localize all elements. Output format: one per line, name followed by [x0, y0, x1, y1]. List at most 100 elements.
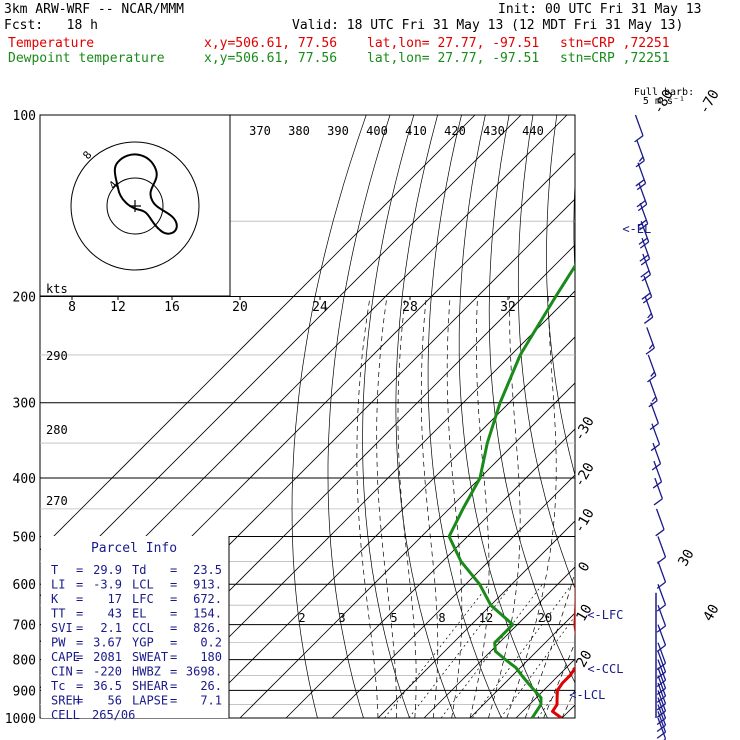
- parcel-value: 3698.: [186, 665, 222, 679]
- parcel-value: 23.5: [193, 563, 222, 577]
- wind-barb-flag: [639, 254, 649, 262]
- parcel-eq: =: [170, 592, 177, 606]
- forecast-hour: Fcst: 18 h: [4, 18, 98, 33]
- parcel-info-title: Parcel Info: [91, 541, 177, 556]
- isotherm: [654, 115, 740, 718]
- parcel-eq: =: [76, 650, 83, 664]
- wind-barb-staff: [657, 624, 667, 646]
- wind-barb-flag: [641, 292, 651, 300]
- legend-temperature-station: stn=CRP ,72251: [560, 36, 670, 51]
- hodograph-scale-label: 16: [164, 300, 180, 315]
- isotherm: [331, 474, 575, 718]
- wind-barb: [653, 477, 664, 506]
- pressure-label-400: 400: [13, 472, 36, 487]
- isotherm: [608, 115, 740, 718]
- wind-barb: [649, 402, 659, 431]
- wind-barb-staff: [657, 584, 667, 606]
- full-barb-label: Full barb:: [634, 87, 694, 98]
- parcel-eq: =: [170, 621, 177, 635]
- parcel-eq: =: [76, 563, 83, 577]
- wind-barb: [655, 508, 665, 537]
- theta-e-label: 270: [46, 494, 68, 508]
- wind-barb-staff: [657, 651, 667, 673]
- dry-adiabat: [676, 115, 740, 718]
- dry-adiabat: [573, 177, 575, 279]
- moist-adiabat: [543, 641, 575, 718]
- isotherm-label: 30: [675, 547, 697, 570]
- hodograph-scale-label: 32: [500, 300, 516, 315]
- parcel-eq: =: [76, 636, 83, 650]
- dry-adiabat: [395, 115, 456, 718]
- theta-label: 380: [288, 124, 310, 138]
- parcel-value: 826.: [193, 621, 222, 635]
- parcel-eq: =: [76, 621, 83, 635]
- wind-barb-staff: [657, 667, 667, 689]
- wind-barb-flag: [656, 662, 666, 671]
- mixing-ratio-label: 2: [298, 611, 305, 625]
- parcel-key: LCL: [132, 578, 154, 592]
- wind-barb: [656, 604, 667, 633]
- wind-barb-flag: [651, 396, 657, 402]
- parcel-key: Tc: [51, 679, 65, 693]
- wind-barb-flag: [650, 371, 655, 377]
- wind-barb-flag: [656, 604, 666, 612]
- isotherm: [40, 115, 522, 597]
- theta-label: 430: [483, 124, 505, 138]
- parcel-value: 2.1: [100, 621, 122, 635]
- wind-barb-staff: [634, 114, 644, 136]
- parcel-key: K: [51, 592, 59, 606]
- parcel-key: SHEAR: [132, 679, 169, 693]
- moist-adiabat: [376, 296, 397, 718]
- isotherm: [285, 428, 575, 718]
- parcel-value: 26.: [200, 679, 222, 693]
- parcel-key: CIN: [51, 665, 73, 679]
- pressure-label-300: 300: [13, 397, 36, 412]
- wind-barb: [645, 327, 655, 355]
- wind-barb-flag: [642, 296, 652, 304]
- pressure-label-700: 700: [13, 619, 36, 634]
- wind-barb-staff: [652, 442, 662, 464]
- moist-adiabat: [488, 296, 521, 718]
- moist-adiabat: [469, 296, 490, 718]
- legend-temperature-xy: x,y=506.61, 77.56: [204, 36, 338, 51]
- moist-adiabat: [420, 296, 439, 718]
- pressure-label-200: 200: [13, 291, 36, 306]
- pressure-label-800: 800: [13, 654, 36, 669]
- wind-barb-flag: [653, 498, 663, 506]
- wind-barb-flag: [655, 529, 665, 537]
- legend-temperature-latlon: lat,lon= 27.77, -97.51: [367, 36, 540, 51]
- wind-barb-flag: [639, 241, 650, 249]
- hodograph-ring-outer: [70, 141, 200, 271]
- hodograph-scale-label: 12: [110, 300, 126, 315]
- theta-e-label: 290: [46, 349, 68, 363]
- isotherm-label: 40: [700, 602, 722, 625]
- wind-barb-flag: [656, 671, 666, 679]
- parcel-eq: =: [170, 665, 177, 679]
- level-marker: <-EL: [622, 222, 651, 236]
- wind-barb-flag: [656, 710, 666, 718]
- init-time: Init: 00 UTC Fri 31 May 13: [498, 2, 702, 17]
- hodograph-scale-label: 28: [402, 300, 418, 315]
- dry-adiabat: [517, 115, 575, 590]
- parcel-key: LFC: [132, 592, 154, 606]
- level-marker: <-LFC: [587, 608, 623, 622]
- wind-barb: [652, 460, 663, 489]
- parcel-key: T: [51, 563, 58, 577]
- parcel-key: CAPE: [51, 650, 80, 664]
- parcel-eq: =: [76, 592, 83, 606]
- wind-barb-staff: [657, 659, 667, 681]
- valid-time: Valid: 18 UTC Fri 31 May 13 (12 MDT Fri …: [292, 18, 684, 33]
- parcel-key: SVI: [51, 621, 73, 635]
- wind-barb-flag: [643, 316, 654, 324]
- wind-barb: [656, 667, 667, 696]
- parcel-value: 17: [108, 592, 122, 606]
- parcel-eq: =: [170, 679, 177, 693]
- wind-barb-staff: [657, 682, 667, 704]
- mixing-ratio-label: 3: [338, 611, 345, 625]
- theta-label: 410: [405, 124, 427, 138]
- parcel-eq: =: [76, 665, 83, 679]
- dry-adiabat: [601, 115, 740, 718]
- wind-barb: [638, 220, 650, 249]
- isotherm: [239, 382, 575, 718]
